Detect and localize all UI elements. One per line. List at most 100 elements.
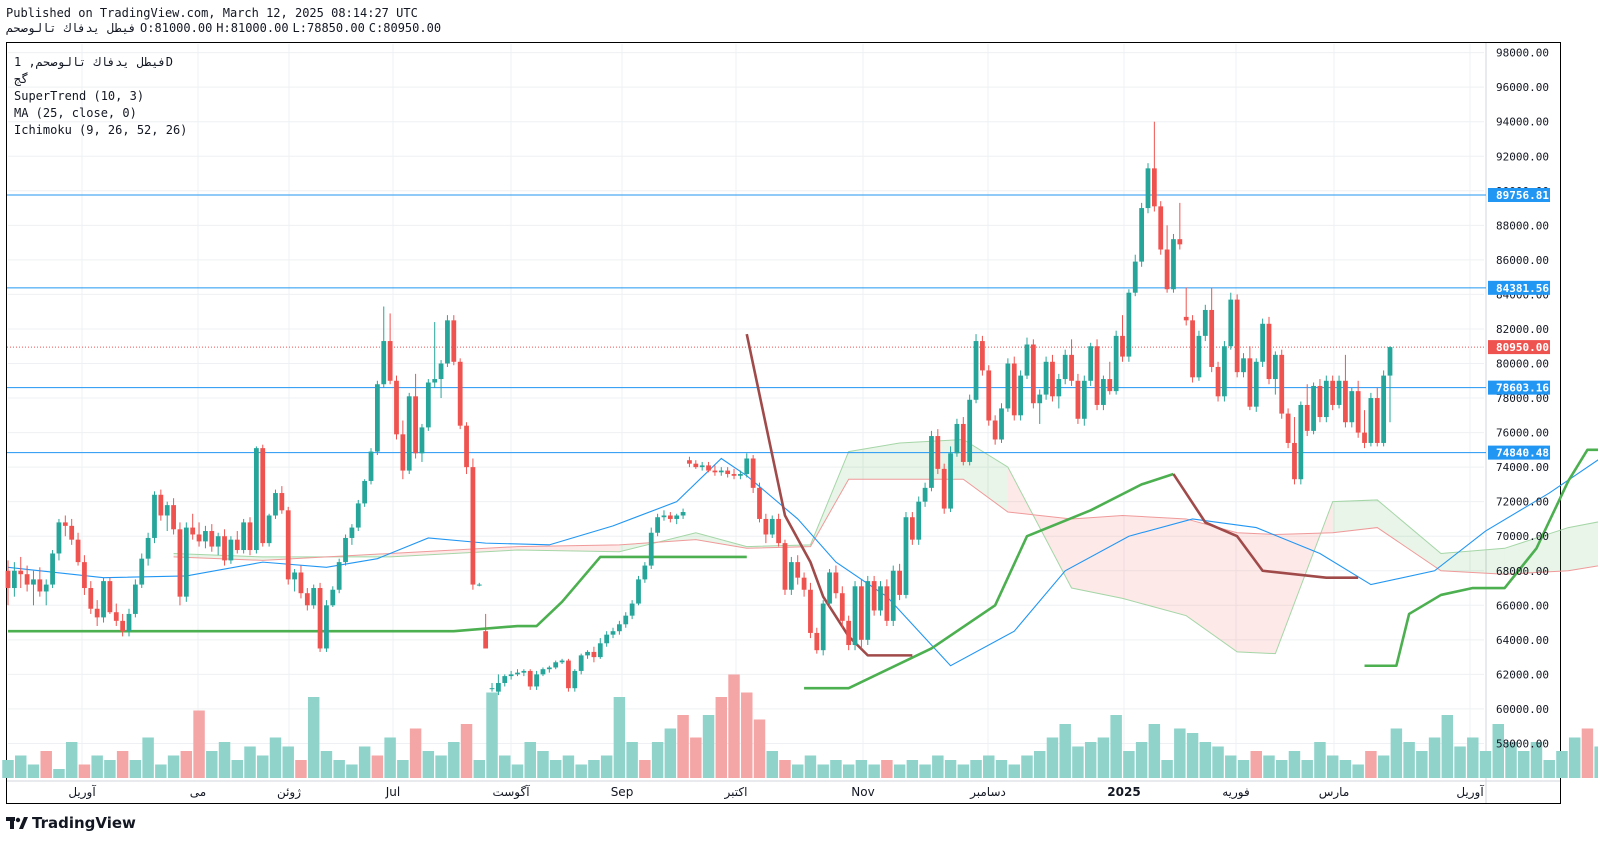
candle-body xyxy=(228,539,234,561)
candle-body xyxy=(266,515,272,544)
volume-bar xyxy=(957,764,970,778)
indicator-legend: فيطل يدفاك تالوصحم, 1D گج SuperTrend (10, … xyxy=(14,54,187,139)
candle xyxy=(1374,387,1380,447)
candle-body xyxy=(324,605,329,649)
candle xyxy=(604,631,610,647)
level-price-label: 74840.48 xyxy=(1496,447,1549,460)
volume-bar xyxy=(499,755,511,778)
volume-bar xyxy=(371,755,384,778)
volume-bar xyxy=(142,737,154,778)
candle-body xyxy=(1081,380,1087,419)
low-value: L:78850.00 xyxy=(292,21,365,35)
candle-body xyxy=(788,562,794,590)
candle xyxy=(846,615,852,651)
candle-body xyxy=(1272,354,1278,380)
candle-body xyxy=(808,589,813,633)
candle xyxy=(1081,375,1087,426)
candle xyxy=(865,575,871,646)
candle-body xyxy=(1266,323,1272,380)
candle xyxy=(661,510,667,521)
volume-bar xyxy=(702,715,715,778)
time-tick-label: اکتبر xyxy=(724,785,748,800)
volume-bar xyxy=(448,742,460,778)
candle-body xyxy=(1285,413,1291,443)
candle-body xyxy=(597,643,603,658)
price-tick-label: 80000.00 xyxy=(1496,358,1549,371)
candle-body xyxy=(706,465,711,471)
candle-body xyxy=(1075,380,1081,419)
candle xyxy=(1107,361,1113,395)
candle-body xyxy=(1317,385,1323,418)
candle-body xyxy=(1323,380,1329,418)
candle-body xyxy=(1101,379,1106,405)
candle-body xyxy=(1164,249,1170,290)
candle-body xyxy=(1037,394,1043,404)
candle-body xyxy=(1107,379,1113,392)
price-tick-label: 66000.00 xyxy=(1496,599,1549,612)
candle-body xyxy=(795,562,801,578)
candle-body xyxy=(101,581,106,618)
tradingview-logo-icon xyxy=(6,816,28,830)
candle-body xyxy=(11,570,17,589)
legend-ichimoku[interactable]: Ichimoku (9, 26, 52, 26) xyxy=(14,123,188,137)
candle-body xyxy=(31,579,36,585)
candle-body xyxy=(553,662,559,668)
level-price-label: 89756.81 xyxy=(1496,189,1549,202)
candle xyxy=(871,575,877,616)
tradingview-logo[interactable]: TradingView xyxy=(6,814,136,832)
candle-body xyxy=(1050,361,1055,397)
candle xyxy=(228,536,234,564)
volume-bar xyxy=(639,760,651,778)
volume-bar xyxy=(600,755,613,778)
candle xyxy=(18,556,24,589)
volume-bar xyxy=(677,715,689,778)
volume-bar xyxy=(715,697,728,778)
level-price-tag xyxy=(1488,380,1550,395)
candle-body xyxy=(1183,316,1189,321)
candle-body xyxy=(980,341,985,371)
candle xyxy=(132,579,138,618)
candle xyxy=(336,558,342,594)
candle-body xyxy=(693,463,699,468)
time-tick-label: مارس xyxy=(1319,785,1350,800)
ichimoku-cloud-segment xyxy=(173,553,263,561)
supertrend-down-line xyxy=(745,333,913,657)
volume-bar xyxy=(881,760,893,778)
candle-body xyxy=(1190,320,1195,378)
volume-bar xyxy=(1403,742,1415,778)
volume-bar xyxy=(218,742,231,778)
volume-bar xyxy=(1161,760,1173,778)
candle xyxy=(368,448,374,485)
candle-body xyxy=(992,420,998,440)
candle xyxy=(922,482,928,507)
volume-bar xyxy=(1518,751,1530,778)
candle-body xyxy=(183,527,189,597)
time-tick-label: Sep xyxy=(611,785,634,799)
candle xyxy=(776,513,781,547)
ichimoku-cloud-segment xyxy=(963,439,1008,513)
candle-body xyxy=(546,667,552,670)
candle-body xyxy=(158,494,164,516)
candle xyxy=(1056,373,1062,409)
candle-body xyxy=(241,522,247,551)
ichimoku-cloud-segment xyxy=(1071,515,1123,599)
volume-bar xyxy=(1365,751,1377,778)
candle-body xyxy=(1349,391,1355,423)
candle xyxy=(260,444,266,547)
candle-body xyxy=(298,572,304,594)
candle-body xyxy=(50,553,55,585)
candle xyxy=(183,522,189,602)
candle-body xyxy=(744,458,750,475)
candle xyxy=(546,665,552,673)
legend-supertrend[interactable]: SuperTrend (10, 3) xyxy=(14,89,145,103)
chart-frame[interactable] xyxy=(6,42,1561,804)
legend-ma[interactable]: MA (25, close, 0) xyxy=(14,106,137,120)
candle-body xyxy=(903,517,909,595)
candle-body xyxy=(5,570,11,589)
candle-body xyxy=(88,588,94,609)
volume-bar xyxy=(753,719,766,778)
candle xyxy=(355,499,361,532)
candle-body xyxy=(387,341,393,381)
candle xyxy=(1343,354,1348,428)
